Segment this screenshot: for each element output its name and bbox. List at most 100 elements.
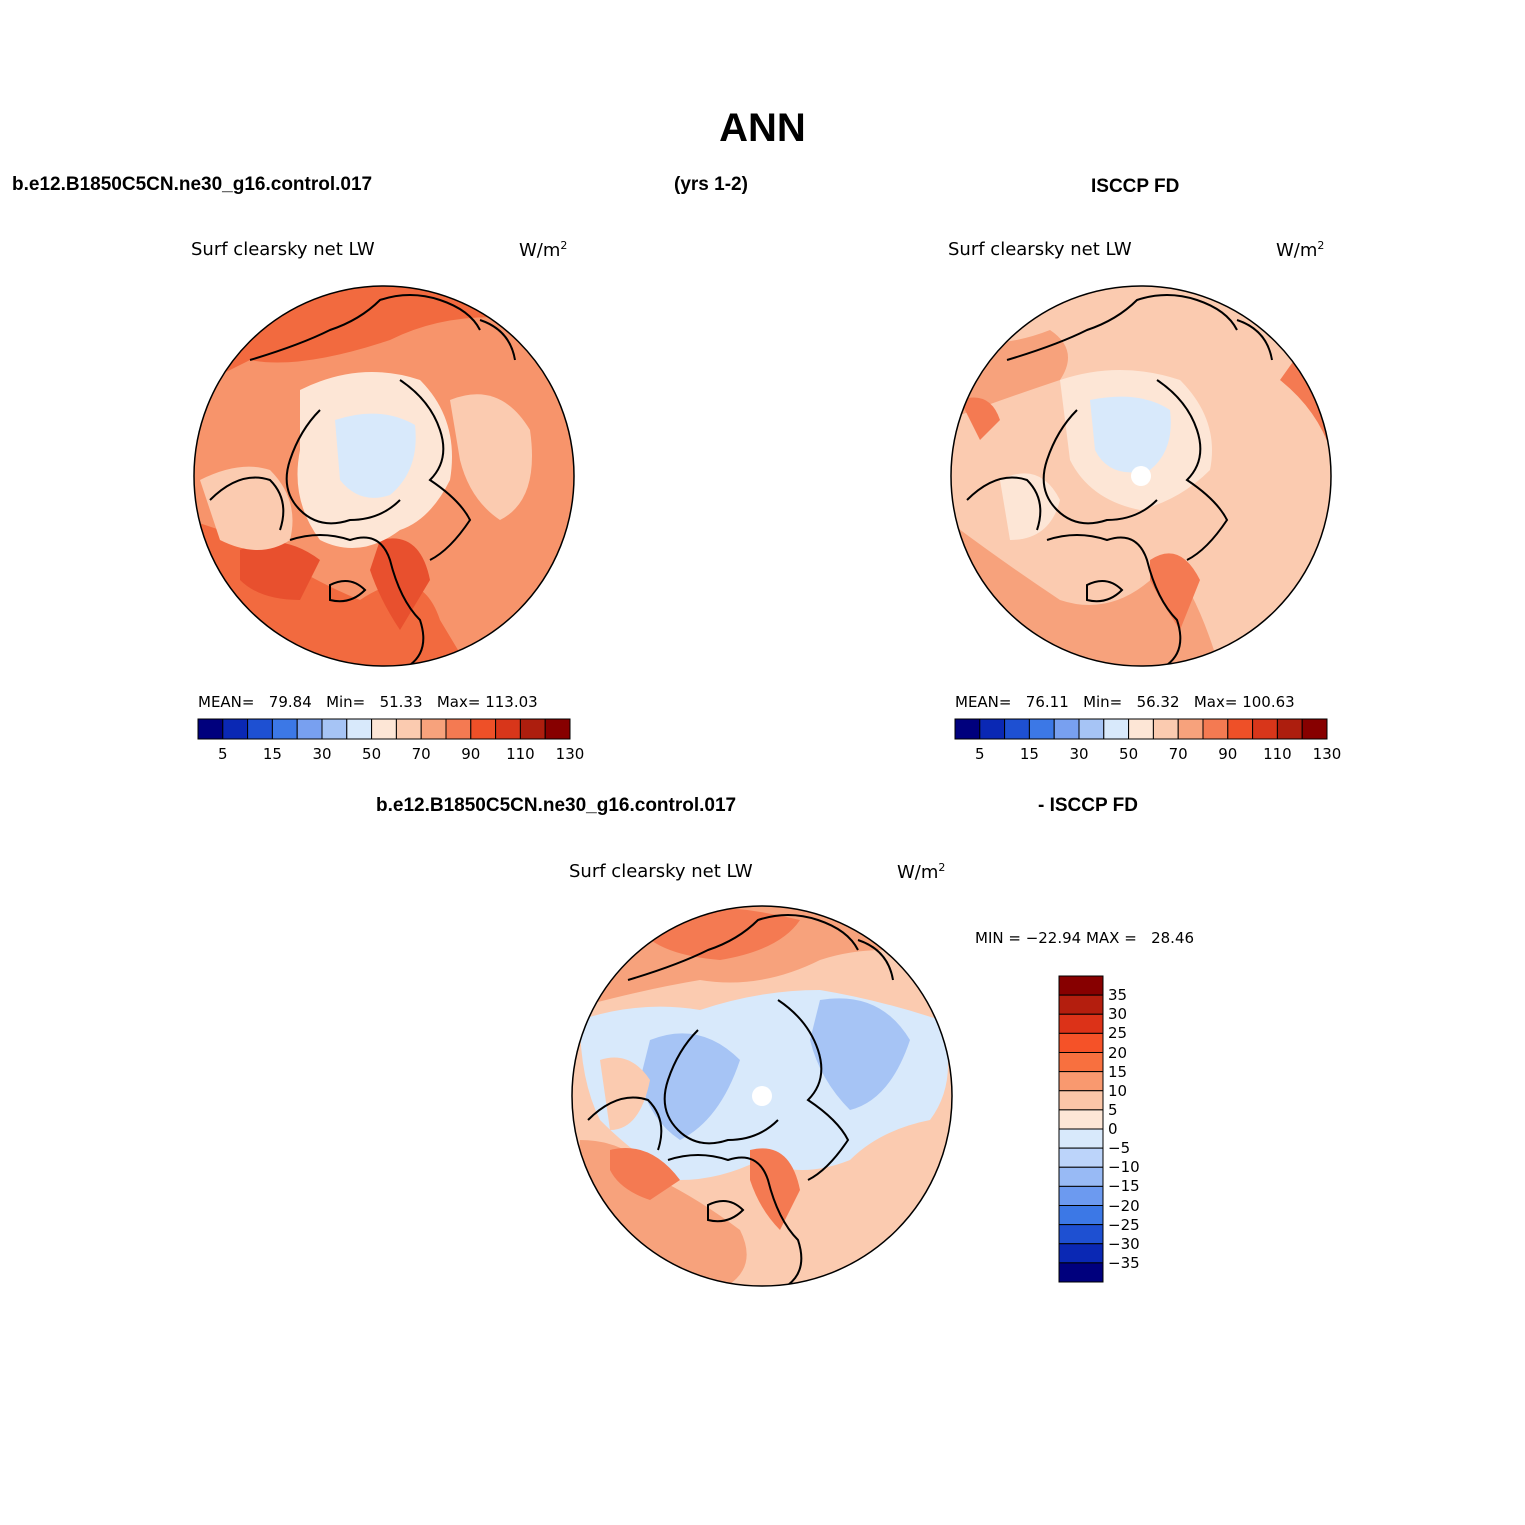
- colorbar-diff: [1058, 975, 1104, 1283]
- colorbar-tick-label: 110: [506, 745, 535, 763]
- colorbar-level-label: 35: [1108, 986, 1128, 1005]
- colorbar-tick-label: 50: [1119, 745, 1139, 763]
- colorbar-tick-label: 15: [1019, 745, 1039, 763]
- colorbar-swatch: [954, 718, 981, 740]
- colorbar-swatch: [1058, 1243, 1104, 1264]
- colorbar-swatch: [979, 718, 1006, 740]
- colorbar-model-ticks: 5 15 30 50 70 90 110 130: [198, 745, 584, 765]
- colorbar-swatch: [519, 718, 546, 740]
- colorbar-tick-label: 70: [1168, 745, 1188, 763]
- colorbar-swatch: [1058, 1109, 1104, 1130]
- colorbar-swatch: [1004, 718, 1030, 740]
- colorbar-swatch: [1276, 718, 1303, 740]
- colorbar-tick-label: 90: [461, 745, 481, 763]
- colorbar-swatch: [1177, 718, 1204, 740]
- colorbar-swatch: [1301, 718, 1328, 740]
- colorbar-swatch: [1152, 718, 1179, 740]
- panel1-stats: MEAN= 79.84 Min= 51.33 Max= 113.03: [198, 693, 538, 711]
- colorbar-swatch: [1252, 718, 1278, 740]
- colorbar-tick-label: 30: [312, 745, 332, 763]
- panel3-units: W/m2: [897, 861, 946, 883]
- colorbar-level-label: 25: [1108, 1024, 1128, 1043]
- colorbar-tick-label: 90: [1218, 745, 1238, 763]
- colorbar-swatch: [1202, 718, 1229, 740]
- colorbar-swatch: [1227, 718, 1254, 740]
- colorbar-level-label: −15: [1108, 1177, 1140, 1196]
- panel2-units: W/m2: [1276, 239, 1325, 261]
- colorbar-swatch: [470, 718, 497, 740]
- obs-name-top: ISCCP FD: [1091, 176, 1180, 197]
- panel3-variable: Surf clearsky net LW: [569, 861, 753, 882]
- colorbar-swatch: [1128, 718, 1154, 740]
- colorbar-swatch: [1058, 1128, 1104, 1149]
- colorbar-swatch: [1058, 1013, 1104, 1034]
- colorbar-swatch: [495, 718, 521, 740]
- colorbar-swatch: [1058, 1052, 1104, 1073]
- panel1-units: W/m2: [519, 239, 568, 261]
- colorbar-swatch: [321, 718, 348, 740]
- colorbar-swatch: [445, 718, 472, 740]
- colorbar-swatch: [1058, 1224, 1104, 1245]
- colorbar-obs: [954, 718, 1328, 740]
- coastlines-3: [587, 914, 894, 1286]
- colorbar-swatch: [1058, 975, 1104, 996]
- colorbar-level-label: 0: [1108, 1120, 1118, 1138]
- colorbar-level-label: 20: [1108, 1043, 1128, 1062]
- colorbar-level-label: 5: [1108, 1100, 1118, 1119]
- colorbar-tick-label: 110: [1263, 745, 1292, 763]
- colorbar-swatch: [1058, 1262, 1104, 1283]
- colorbar-swatch: [1058, 1205, 1104, 1226]
- figure-title: ANN: [719, 106, 806, 150]
- panel2-stats: MEAN= 76.11 Min= 56.32 Max= 100.63: [955, 693, 1295, 711]
- colorbar-swatch: [420, 718, 447, 740]
- colorbar-swatch: [197, 718, 224, 740]
- colorbar-swatch: [346, 718, 373, 740]
- colorbar-swatch: [1103, 718, 1130, 740]
- colorbar-swatch: [544, 718, 571, 740]
- colorbar-level-label: 15: [1108, 1062, 1128, 1081]
- colorbar-swatch: [1058, 1166, 1104, 1187]
- colorbar-tick-label: 50: [362, 745, 382, 763]
- obs-name-diff: - ISCCP FD: [1038, 795, 1138, 816]
- colorbar-swatch: [296, 718, 323, 740]
- colorbar-swatch: [247, 718, 273, 740]
- colorbar-tick-label: 15: [262, 745, 282, 763]
- colorbar-tick-label: 30: [1069, 745, 1089, 763]
- colorbar-swatch: [1058, 1032, 1104, 1053]
- colorbar-swatch: [1078, 718, 1105, 740]
- colorbar-swatch: [395, 718, 422, 740]
- colorbar-swatch: [1053, 718, 1080, 740]
- colorbar-level-label: −25: [1108, 1215, 1140, 1234]
- case-name-top: b.e12.B1850C5CN.ne30_g16.control.017: [12, 174, 373, 195]
- colorbar-swatch: [1058, 1185, 1104, 1206]
- colorbar-level-label: −5: [1108, 1139, 1131, 1158]
- colorbar-tick-label: 70: [411, 745, 431, 763]
- colorbar-tick-label: 5: [975, 745, 985, 763]
- colorbar-swatch: [1058, 994, 1104, 1015]
- colorbar-swatch: [222, 718, 249, 740]
- coastlines-2: [966, 294, 1273, 666]
- colorbar-tick-label: 5: [218, 745, 228, 763]
- colorbar-level-label: −30: [1108, 1234, 1140, 1253]
- years-label: (yrs 1-2): [674, 174, 748, 195]
- colorbar-swatch: [1028, 718, 1055, 740]
- colorbar-tick-label: 130: [555, 745, 585, 763]
- panel3-minmax: MIN = −22.94 MAX = 28.46: [975, 929, 1195, 947]
- colorbar-model: [197, 718, 571, 740]
- colorbar-obs-ticks: 5 15 30 50 70 90 110 130: [955, 745, 1341, 765]
- case-name-diff: b.e12.B1850C5CN.ne30_g16.control.017: [376, 795, 737, 816]
- colorbar-swatch: [1058, 1147, 1104, 1168]
- colorbar-level-label: 30: [1108, 1005, 1128, 1024]
- colorbar-swatch: [1058, 1071, 1104, 1092]
- colorbar-swatch: [1058, 1090, 1104, 1111]
- colorbar-level-label: −20: [1108, 1196, 1140, 1215]
- panel2-variable: Surf clearsky net LW: [948, 239, 1132, 260]
- panel1-variable: Surf clearsky net LW: [191, 239, 375, 260]
- colorbar-diff-labels: 35 30 25 20 15 10 5 0 −5 −10 −15 −20 −25 −30 −35: [1108, 975, 1168, 1283]
- colorbar-swatch: [371, 718, 397, 740]
- colorbar-tick-label: 130: [1312, 745, 1342, 763]
- coastlines-1: [209, 294, 516, 666]
